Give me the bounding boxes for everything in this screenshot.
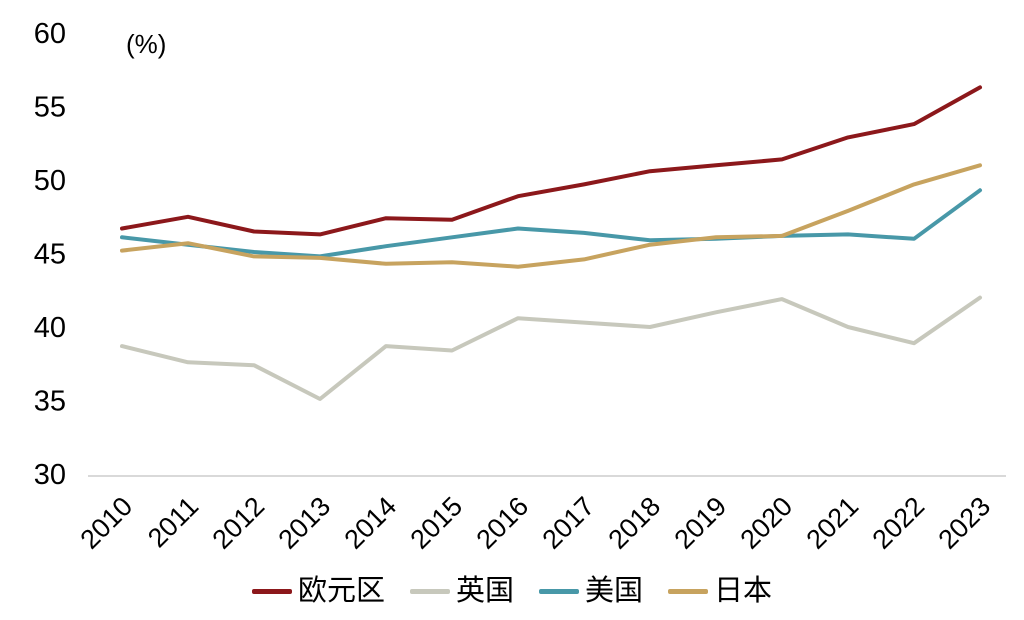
x-tick-label: 2018 bbox=[603, 491, 667, 555]
legend-item-eurozone: 欧元区 bbox=[251, 574, 385, 607]
y-tick-label: 60 bbox=[34, 18, 66, 50]
legend-label-uk: 英国 bbox=[455, 574, 514, 607]
series-lines bbox=[120, 85, 982, 401]
series-line-japan bbox=[120, 163, 982, 269]
legend-swatch-japan bbox=[668, 588, 709, 594]
x-axis-labels: 2010 2011 2012 2013 2014 2015 2016 2017 2018 2019… bbox=[75, 491, 997, 555]
legend-swatch-uk bbox=[409, 588, 450, 594]
x-tick-label: 2016 bbox=[471, 491, 535, 555]
x-tick-label: 2010 bbox=[75, 491, 139, 555]
legend-item-uk: 英国 bbox=[409, 574, 514, 607]
legend-label-us: 美国 bbox=[585, 574, 644, 607]
legend-label-eurozone: 欧元区 bbox=[297, 574, 385, 607]
series-line-eurozone bbox=[120, 85, 982, 237]
y-tick-label: 50 bbox=[34, 165, 66, 197]
unit-label: (%) bbox=[126, 29, 166, 59]
x-tick-label: 2011 bbox=[142, 491, 204, 553]
x-tick-label: 2019 bbox=[669, 491, 733, 555]
legend-swatch-us bbox=[539, 588, 579, 594]
x-tick-label: 2022 bbox=[867, 491, 931, 555]
series-line-us bbox=[120, 188, 982, 259]
x-tick-label: 2014 bbox=[339, 491, 403, 555]
x-tick-label: 2012 bbox=[207, 491, 271, 555]
x-tick-label: 2020 bbox=[735, 491, 799, 555]
x-tick-label: 2021 bbox=[801, 491, 865, 555]
legend-label-japan: 日本 bbox=[714, 574, 773, 607]
x-tick-label: 2013 bbox=[273, 491, 337, 555]
legend-item-japan: 日本 bbox=[668, 574, 773, 607]
y-axis-labels: 30 35 40 45 50 55 60 bbox=[34, 18, 66, 491]
y-tick-label: 45 bbox=[34, 239, 66, 271]
x-tick-label: 2023 bbox=[933, 491, 997, 555]
x-tick-label: 2017 bbox=[537, 491, 601, 555]
y-tick-label: 30 bbox=[34, 459, 66, 491]
y-tick-label: 40 bbox=[34, 312, 66, 344]
y-tick-label: 35 bbox=[34, 386, 66, 418]
y-tick-label: 55 bbox=[34, 92, 66, 124]
legend-swatch-eurozone bbox=[251, 588, 292, 594]
legend-item-us: 美国 bbox=[539, 574, 644, 607]
x-tick-label: 2015 bbox=[405, 491, 469, 555]
legend: 欧元区 英国 美国 日本 bbox=[0, 566, 1024, 616]
series-line-uk bbox=[120, 295, 982, 401]
